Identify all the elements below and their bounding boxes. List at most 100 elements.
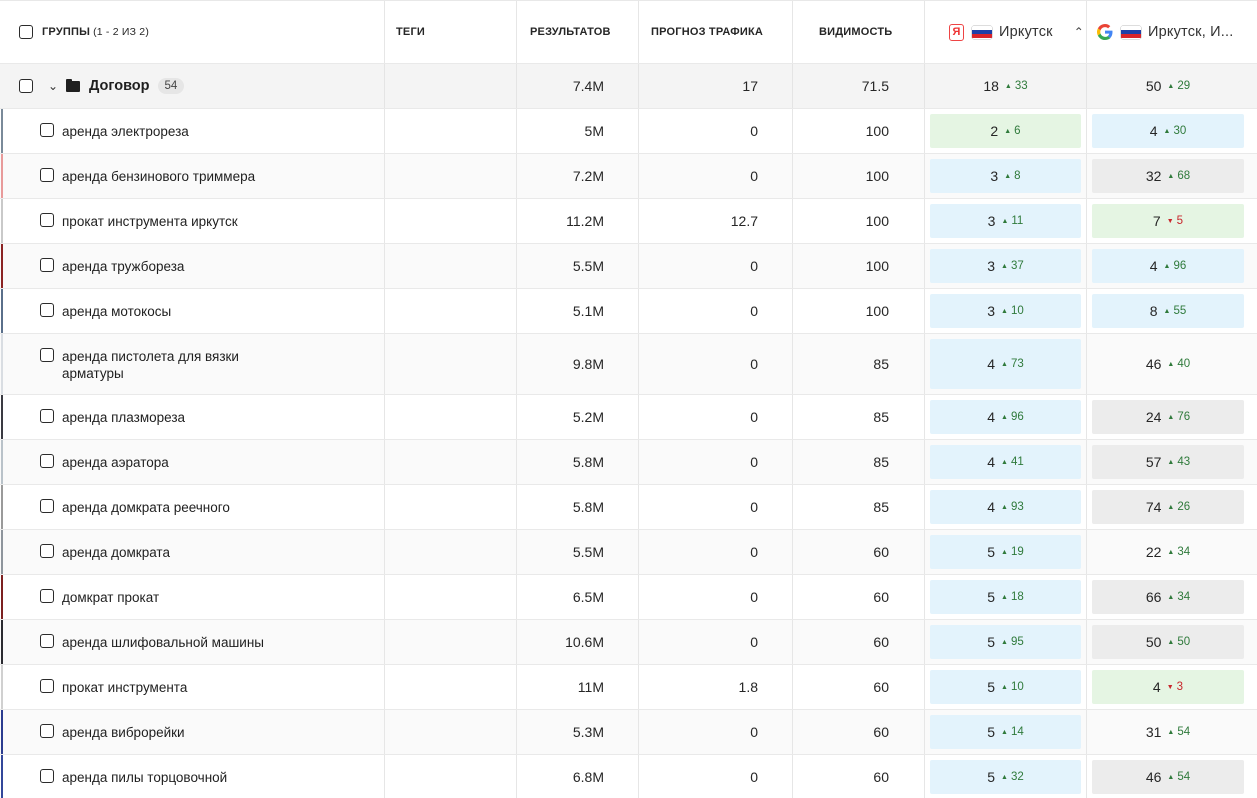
position-box[interactable]: 46 ▲ 40 xyxy=(1092,339,1244,389)
row-checkbox[interactable] xyxy=(40,679,54,693)
position-box[interactable]: 4 ▲ 96 xyxy=(930,400,1081,434)
tags-cell[interactable] xyxy=(385,755,517,798)
row-checkbox[interactable] xyxy=(40,544,54,558)
column-header-groups[interactable]: ГРУППЫ (1 - 2 ИЗ 2) xyxy=(0,1,385,63)
group-checkbox[interactable] xyxy=(19,79,33,93)
tags-cell[interactable] xyxy=(385,154,517,198)
position-box[interactable]: 5 ▲ 14 xyxy=(930,715,1081,749)
position-box[interactable]: 5 ▲ 10 xyxy=(930,670,1081,704)
tags-cell[interactable] xyxy=(385,485,517,529)
position-box[interactable]: 24 ▲ 76 xyxy=(1092,400,1244,434)
position-box[interactable]: 4 ▲ 73 xyxy=(930,339,1081,389)
position-box[interactable]: 32 ▲ 68 xyxy=(1092,159,1244,193)
table-row[interactable]: аренда плазмореза 5.2M 0 85 4 ▲ 96 24 ▲ 76 xyxy=(0,395,1257,440)
column-header-google[interactable]: Иркутск, И... xyxy=(1087,1,1257,63)
table-row[interactable]: аренда пилы торцовочной 6.8M 0 60 5 ▲ 32 … xyxy=(0,755,1257,798)
row-checkbox[interactable] xyxy=(40,303,54,317)
table-row[interactable]: прокат инструмента 11M 1.8 60 5 ▲ 10 4 ▼ 3 xyxy=(0,665,1257,710)
row-checkbox[interactable] xyxy=(40,634,54,648)
keyword-text[interactable]: аренда мотокосы xyxy=(62,304,172,319)
table-row[interactable]: аренда домкрата реечного 5.8M 0 85 4 ▲ 93… xyxy=(0,485,1257,530)
sort-ascending-icon[interactable]: ⌃ xyxy=(1073,25,1084,39)
column-header-yandex[interactable]: Я Иркутск ⌃ xyxy=(925,1,1087,63)
row-checkbox[interactable] xyxy=(40,769,54,783)
position-box[interactable]: 50 ▲ 50 xyxy=(1092,625,1244,659)
tags-cell[interactable] xyxy=(385,199,517,243)
tags-cell[interactable] xyxy=(385,575,517,619)
position-box[interactable]: 5 ▲ 95 xyxy=(930,625,1081,659)
keyword-text[interactable]: домкрат прокат xyxy=(62,590,160,605)
tags-cell[interactable] xyxy=(385,334,517,394)
position-box[interactable]: 4 ▼ 3 xyxy=(1092,670,1244,704)
select-all-checkbox[interactable] xyxy=(19,25,33,39)
keyword-text[interactable]: аренда плазмореза xyxy=(62,410,186,425)
table-row[interactable]: аренда бензинового триммера 7.2M 0 100 3… xyxy=(0,154,1257,199)
position-box[interactable]: 5 ▲ 18 xyxy=(930,580,1081,614)
keyword-text[interactable]: прокат инструмента xyxy=(62,680,188,695)
position-box[interactable]: 4 ▲ 96 xyxy=(1092,249,1244,283)
position-box[interactable]: 74 ▲ 26 xyxy=(1092,490,1244,524)
row-checkbox[interactable] xyxy=(40,454,54,468)
keyword-text[interactable]: аренда виброрейки xyxy=(62,725,185,740)
table-row[interactable]: прокат инструмента иркутск 11.2M 12.7 10… xyxy=(0,199,1257,244)
column-header-traffic[interactable]: ПРОГНОЗ ТРАФИКА xyxy=(639,1,793,63)
position-box[interactable]: 3 ▲ 10 xyxy=(930,294,1081,328)
tags-cell[interactable] xyxy=(385,289,517,333)
row-checkbox[interactable] xyxy=(40,348,54,362)
position-box[interactable]: 8 ▲ 55 xyxy=(1092,294,1244,328)
row-checkbox[interactable] xyxy=(40,589,54,603)
position-box[interactable]: 2 ▲ 6 xyxy=(930,114,1081,148)
position-box[interactable]: 66 ▲ 34 xyxy=(1092,580,1244,614)
keyword-text[interactable]: аренда тружбореза xyxy=(62,259,185,274)
position-box[interactable]: 3 ▲ 8 xyxy=(930,159,1081,193)
keyword-text[interactable]: аренда пистолета для вязки арматуры xyxy=(62,349,239,381)
column-header-visibility[interactable]: ВИДИМОСТЬ xyxy=(793,1,925,63)
row-checkbox[interactable] xyxy=(40,123,54,137)
position-box[interactable]: 5 ▲ 19 xyxy=(930,535,1081,569)
position-box[interactable]: 4 ▲ 41 xyxy=(930,445,1081,479)
chevron-down-icon[interactable]: ⌄ xyxy=(47,79,59,93)
keyword-text[interactable]: прокат инструмента иркутск xyxy=(62,214,238,229)
tags-cell[interactable] xyxy=(385,395,517,439)
table-row[interactable]: аренда виброрейки 5.3M 0 60 5 ▲ 14 31 ▲ 54 xyxy=(0,710,1257,755)
keyword-text[interactable]: аренда пилы торцовочной xyxy=(62,770,228,785)
table-row[interactable]: аренда аэратора 5.8M 0 85 4 ▲ 41 57 ▲ 43 xyxy=(0,440,1257,485)
row-checkbox[interactable] xyxy=(40,409,54,423)
tags-cell[interactable] xyxy=(385,530,517,574)
row-checkbox[interactable] xyxy=(40,213,54,227)
position-box[interactable]: 7 ▼ 5 xyxy=(1092,204,1244,238)
table-row[interactable]: аренда шлифовальной машины 10.6M 0 60 5 … xyxy=(0,620,1257,665)
position-box[interactable]: 57 ▲ 43 xyxy=(1092,445,1244,479)
table-row[interactable]: аренда мотокосы 5.1M 0 100 3 ▲ 10 8 ▲ 55 xyxy=(0,289,1257,334)
row-checkbox[interactable] xyxy=(40,724,54,738)
row-checkbox[interactable] xyxy=(40,258,54,272)
keyword-text[interactable]: аренда домкрата реечного xyxy=(62,500,230,515)
column-header-results[interactable]: РЕЗУЛЬТАТОВ xyxy=(517,1,639,63)
tags-cell[interactable] xyxy=(385,620,517,664)
position-box[interactable]: 4 ▲ 93 xyxy=(930,490,1081,524)
table-row[interactable]: домкрат прокат 6.5M 0 60 5 ▲ 18 66 ▲ 34 xyxy=(0,575,1257,620)
tags-cell[interactable] xyxy=(385,440,517,484)
table-row[interactable]: аренда пистолета для вязки арматуры 9.8M… xyxy=(0,334,1257,395)
keyword-text[interactable]: аренда шлифовальной машины xyxy=(62,635,264,650)
table-row[interactable]: аренда электрореза 5M 0 100 2 ▲ 6 4 ▲ 30 xyxy=(0,109,1257,154)
keyword-text[interactable]: аренда бензинового триммера xyxy=(62,169,256,184)
tags-cell[interactable] xyxy=(385,710,517,754)
position-box[interactable]: 5 ▲ 32 xyxy=(930,760,1081,794)
position-box[interactable]: 22 ▲ 34 xyxy=(1092,535,1244,569)
table-row[interactable]: аренда домкрата 5.5M 0 60 5 ▲ 19 22 ▲ 34 xyxy=(0,530,1257,575)
tags-cell[interactable] xyxy=(385,244,517,288)
keyword-text[interactable]: аренда аэратора xyxy=(62,455,169,470)
table-row[interactable]: аренда тружбореза 5.5M 0 100 3 ▲ 37 4 ▲ 96 xyxy=(0,244,1257,289)
position-box[interactable]: 46 ▲ 54 xyxy=(1092,760,1244,794)
position-box[interactable]: 3 ▲ 37 xyxy=(930,249,1081,283)
position-box[interactable]: 4 ▲ 30 xyxy=(1092,114,1244,148)
position-box[interactable]: 3 ▲ 11 xyxy=(930,204,1081,238)
column-header-tags[interactable]: ТЕГИ xyxy=(385,1,517,63)
row-checkbox[interactable] xyxy=(40,168,54,182)
keyword-text[interactable]: аренда домкрата xyxy=(62,545,170,560)
row-checkbox[interactable] xyxy=(40,499,54,513)
tags-cell[interactable] xyxy=(385,665,517,709)
tags-cell[interactable] xyxy=(385,109,517,153)
group-row[interactable]: ⌄ Договор 54 7.4M 17 71.5 18 ▲ 33 50 ▲ 29 xyxy=(0,64,1257,109)
